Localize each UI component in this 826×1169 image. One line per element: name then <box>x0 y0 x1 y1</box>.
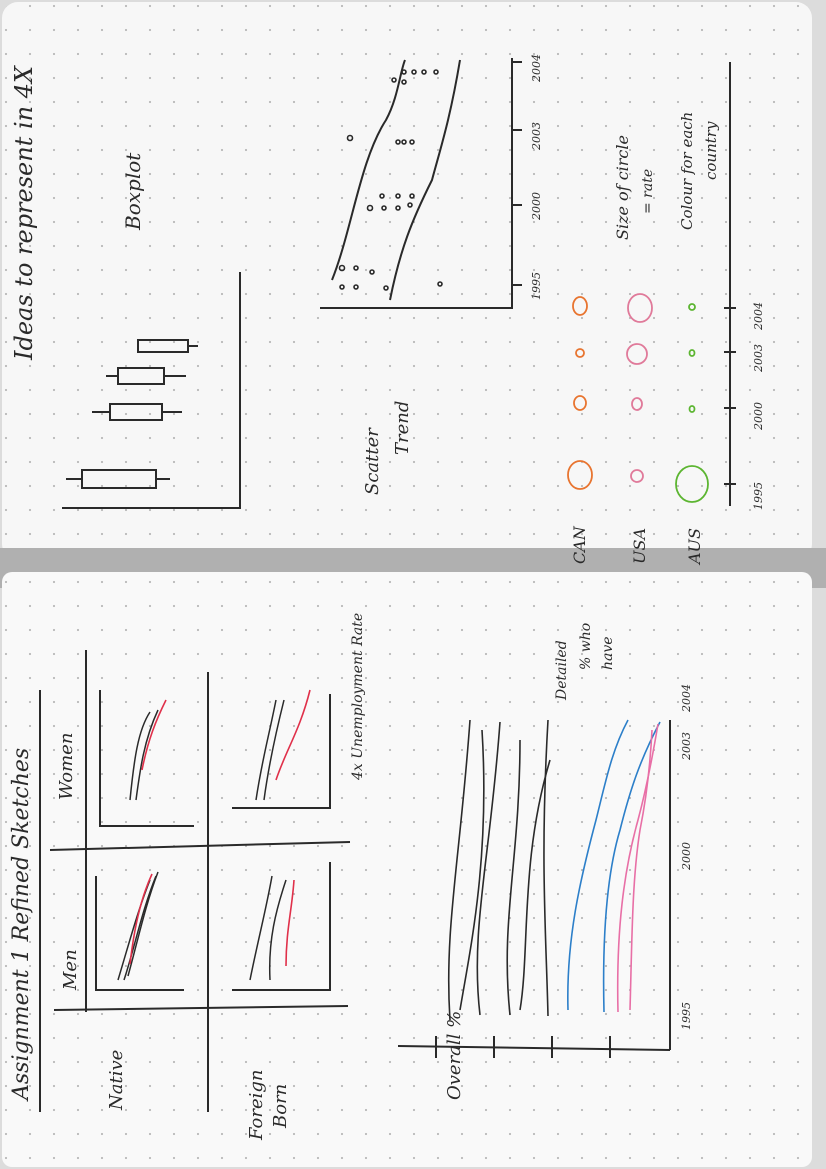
bubble-country-can: CAN <box>570 525 589 564</box>
bubbles <box>567 293 709 503</box>
bubble-aus-2003 <box>688 349 696 357</box>
bubble-can-2000 <box>573 395 587 411</box>
grid-horizontal-mid <box>49 841 351 851</box>
bubble-usa-2004 <box>627 293 653 323</box>
bubble-year-3: 2004 <box>752 302 765 331</box>
trend-band-lower <box>389 59 461 301</box>
panel-foreign-women <box>232 694 331 809</box>
line-note-3: have <box>600 636 616 670</box>
colour-note-1: Colour for each <box>678 112 696 230</box>
grid-horizontal-top <box>53 1005 349 1011</box>
panel-native-men <box>95 876 184 991</box>
colored-sketch-lines <box>129 689 661 1013</box>
bubble-can-2004 <box>572 296 588 316</box>
panel-foreign-men <box>232 862 331 991</box>
top-page-content <box>62 58 736 509</box>
scatter-year-3: 2004 <box>530 54 543 83</box>
line-year-2: 2003 <box>680 732 693 761</box>
bubble-aus-2000 <box>688 405 696 413</box>
scatter-label-1: Scatter <box>362 427 383 495</box>
row-foreign-1: Foreign <box>246 1070 267 1141</box>
bubble-can-2003 <box>575 348 585 358</box>
size-note-2: = rate <box>640 169 656 214</box>
scatter-label-2: Trend <box>392 401 413 455</box>
row-native: Native <box>106 1050 127 1111</box>
bubble-year-0: 1995 <box>752 482 765 510</box>
line-chart-x-axis <box>397 1045 671 1051</box>
boxplot-axes <box>62 272 241 509</box>
small-multiple-note: 4x Unemployment Rate <box>350 613 366 781</box>
trend-band-upper <box>331 59 406 281</box>
scatter-axes <box>320 58 513 309</box>
pink-line-2 <box>629 729 653 1011</box>
line-year-1: 2000 <box>680 842 693 871</box>
scatter-year-2: 2003 <box>530 122 543 151</box>
panel-native-women <box>99 690 194 827</box>
bottom-heading: Assignment 1 Refined Sketches <box>9 748 34 1102</box>
axis-label-overall: Overall % <box>444 1011 465 1100</box>
colour-note-2: country <box>702 121 720 180</box>
bubble-aus-1995 <box>675 465 709 503</box>
bubble-aus-2004 <box>688 303 696 311</box>
bubble-year-1: 2000 <box>752 402 765 431</box>
bubble-country-aus: AUS <box>685 528 704 566</box>
bottom-page-text: Assignment 1 Refined Sketches Men Women … <box>9 613 693 1141</box>
row-foreign-2: Born <box>270 1084 291 1129</box>
blue-line-2 <box>602 721 661 1013</box>
bubble-usa-2000 <box>631 397 643 411</box>
line-year-3: 2004 <box>680 684 693 713</box>
scatter-year-0: 1995 <box>530 272 543 300</box>
bubble-usa-1995 <box>630 469 644 483</box>
bubble-can-1995 <box>567 460 593 490</box>
line-note-1: Detailed <box>554 640 570 701</box>
line-year-0: 1995 <box>680 1002 693 1030</box>
scatter-year-1: 2000 <box>530 192 543 221</box>
bottom-page-content <box>39 650 671 1112</box>
bubble-usa-2003 <box>626 343 648 365</box>
boxplot-label: Boxplot <box>121 152 145 231</box>
size-note-1: Size of circle <box>613 135 632 240</box>
scatter-points <box>338 69 443 291</box>
pink-line-1 <box>616 723 659 1013</box>
top-heading: Ideas to represent in 4X <box>10 65 38 361</box>
top-page-text: Ideas to represent in 4X Boxplot Scatter… <box>10 54 765 566</box>
col-men: Men <box>60 949 81 991</box>
boxplot-boxes <box>66 339 198 489</box>
bubble-year-2: 2003 <box>752 344 765 373</box>
bubble-country-usa: USA <box>630 528 649 564</box>
blue-line-1 <box>567 719 629 1011</box>
line-note-2: % who <box>578 623 594 670</box>
col-women: Women <box>56 733 77 800</box>
